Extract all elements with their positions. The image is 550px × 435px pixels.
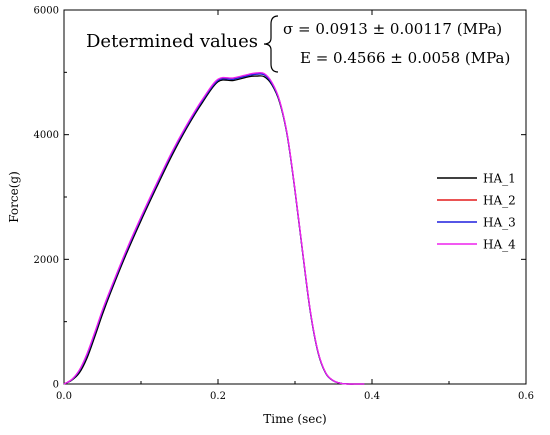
series-line-ha-3 [63, 73, 365, 385]
y-tick-label: 0 [53, 380, 59, 391]
legend-label: HA_3 [483, 216, 516, 230]
annotation-line-sigma: σ = 0.0913 ± 0.00117 (MPa) [283, 20, 502, 38]
legend-label: HA_4 [483, 238, 516, 252]
x-axis-ticks: 0.0 0.2 0.4 0.6 [56, 10, 534, 402]
series-line-ha-1 [63, 75, 365, 385]
x-tick-label: 0.4 [364, 391, 380, 402]
legend: HA_1 HA_2 HA_3 HA_4 [437, 172, 516, 252]
series-line-ha-2 [63, 72, 365, 385]
y-tick-label: 6000 [34, 6, 59, 17]
y-axis-title: Force(g) [7, 171, 21, 223]
x-tick-label: 0.6 [518, 391, 534, 402]
annotation-block: Determined values σ = 0.0913 ± 0.00117 (… [86, 15, 510, 73]
y-tick-label: 4000 [34, 130, 59, 141]
x-tick-label: 0.2 [210, 391, 226, 402]
x-axis-title: Time (sec) [263, 412, 326, 426]
y-tick-label: 2000 [34, 255, 59, 266]
series-line-ha-4 [63, 71, 365, 385]
series-layer [63, 71, 365, 385]
annotation-brace [263, 15, 279, 73]
annotation-label: Determined values [86, 31, 258, 52]
x-tick-label: 0.0 [56, 391, 72, 402]
legend-label: HA_1 [483, 172, 516, 186]
annotation-line-modulus: E = 0.4566 ± 0.0058 (MPa) [300, 49, 510, 67]
legend-label: HA_2 [483, 194, 516, 208]
